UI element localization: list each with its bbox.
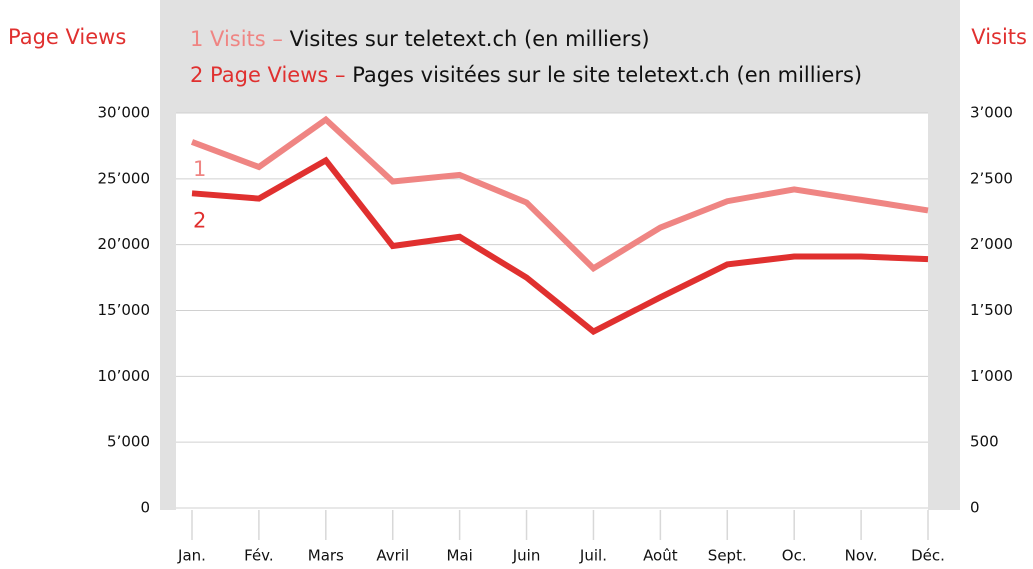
x-tick-label: Mars: [308, 547, 344, 565]
y2-tick-label: 0: [970, 499, 980, 517]
x-tick-label: Août: [643, 547, 678, 565]
x-tick-label: Juin: [512, 547, 541, 565]
legend: 1 Visits – Visites sur teletext.ch (en m…: [190, 27, 862, 87]
x-tick-label: Mai: [446, 547, 472, 565]
y2-tick-label: 1’000: [970, 367, 1013, 385]
y-tick-label: 10’000: [98, 367, 151, 385]
legend-name: 1 Visits –: [190, 27, 283, 51]
y2-tick-label: 500: [970, 433, 999, 451]
y2-axis-label: Visits: [971, 25, 1027, 49]
y-tick-label: 20’000: [98, 235, 151, 253]
legend-entry: 1 Visits – Visites sur teletext.ch (en m…: [190, 27, 650, 51]
x-tick-label: Avril: [376, 547, 409, 565]
y-tick-label: 15’000: [98, 301, 151, 319]
y2-tick-label: 1’500: [970, 301, 1013, 319]
line-marker-label: 1: [193, 157, 206, 181]
y-tick-label: 0: [140, 499, 150, 517]
line-marker-label: 2: [193, 208, 206, 232]
series-line: [191, 156, 929, 336]
x-tick-label: Juil.: [579, 547, 607, 565]
x-tick-label: Jan.: [177, 547, 206, 565]
x-tick-label: Sept.: [708, 547, 747, 565]
y-tick-label: 25’000: [98, 169, 151, 187]
y-tick-label: 30’000: [98, 104, 151, 122]
legend-entry: 2 Page Views – Pages visitées sur le sit…: [190, 63, 862, 87]
y2-tick-label: 2’000: [970, 235, 1013, 253]
x-tick-label: Nov.: [845, 547, 878, 565]
series-line: [190, 115, 929, 273]
y-tick-label: 5’000: [107, 433, 150, 451]
legend-description: Pages visitées sur le site teletext.ch (…: [352, 63, 862, 87]
y2-tick-label: 3’000: [970, 104, 1013, 122]
x-tick-label: Déc.: [911, 547, 945, 565]
plot-area: [176, 113, 928, 510]
legend-name: 2 Page Views –: [190, 63, 346, 87]
x-tick-label: Oc.: [782, 547, 807, 565]
legend-description: Visites sur teletext.ch (en milliers): [290, 27, 650, 51]
y-axis-label: Page Views: [8, 25, 126, 49]
x-tick-label: Fév.: [244, 547, 274, 565]
y2-tick-label: 2’500: [970, 169, 1013, 187]
